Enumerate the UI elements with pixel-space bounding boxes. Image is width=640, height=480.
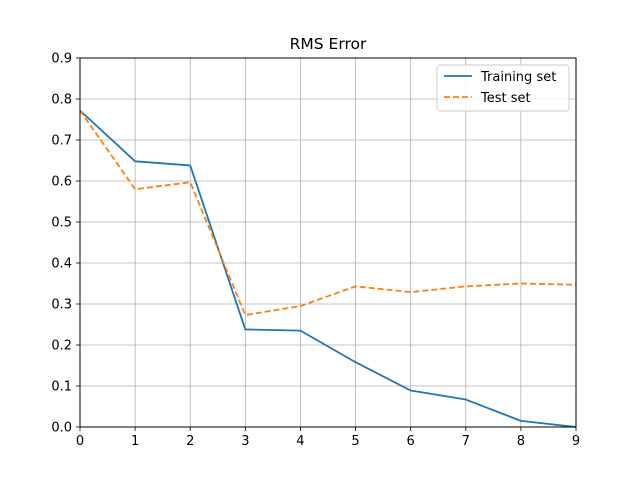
x-tick-label: 5 bbox=[351, 434, 359, 449]
x-tick-label: 6 bbox=[407, 434, 415, 449]
y-tick-label: 0.4 bbox=[51, 257, 72, 272]
chart-title: RMS Error bbox=[290, 35, 367, 53]
x-tick-label: 1 bbox=[131, 434, 139, 449]
x-tick-label: 7 bbox=[462, 434, 470, 449]
y-tick-label: 0.9 bbox=[51, 52, 72, 67]
y-tick-label: 0.6 bbox=[51, 175, 72, 190]
y-tick-label: 0.1 bbox=[51, 380, 72, 395]
x-tick-label: 3 bbox=[241, 434, 249, 449]
x-tick-label: 2 bbox=[186, 434, 194, 449]
series-line-training-set bbox=[79, 109, 577, 428]
x-tick-label: 8 bbox=[517, 434, 525, 449]
y-tick-label: 0.7 bbox=[51, 134, 72, 149]
x-tick-label: 4 bbox=[296, 434, 304, 449]
axis-ticks: 0 1 2 3 4 5 6 7 8 9 0.0 0.1 0.2 0.3 0.4 0.5 0.6 0.7 0.8 0.9 bbox=[51, 52, 580, 450]
plot-frame bbox=[79, 57, 577, 428]
y-tick-label: 0.5 bbox=[51, 216, 72, 231]
series-line-test-set bbox=[79, 109, 577, 316]
x-tick-label: 0 bbox=[76, 434, 84, 449]
legend-label-training-set: Training set bbox=[480, 70, 556, 85]
legend: Training set Test set bbox=[436, 64, 570, 112]
y-tick-label: 0.8 bbox=[51, 93, 72, 108]
legend-label-test-set: Test set bbox=[480, 91, 531, 106]
x-tick-label: 9 bbox=[572, 434, 580, 449]
y-tick-label: 0.2 bbox=[51, 339, 72, 354]
y-tick-label: 0.3 bbox=[51, 298, 72, 313]
y-tick-label: 0.0 bbox=[51, 421, 72, 436]
